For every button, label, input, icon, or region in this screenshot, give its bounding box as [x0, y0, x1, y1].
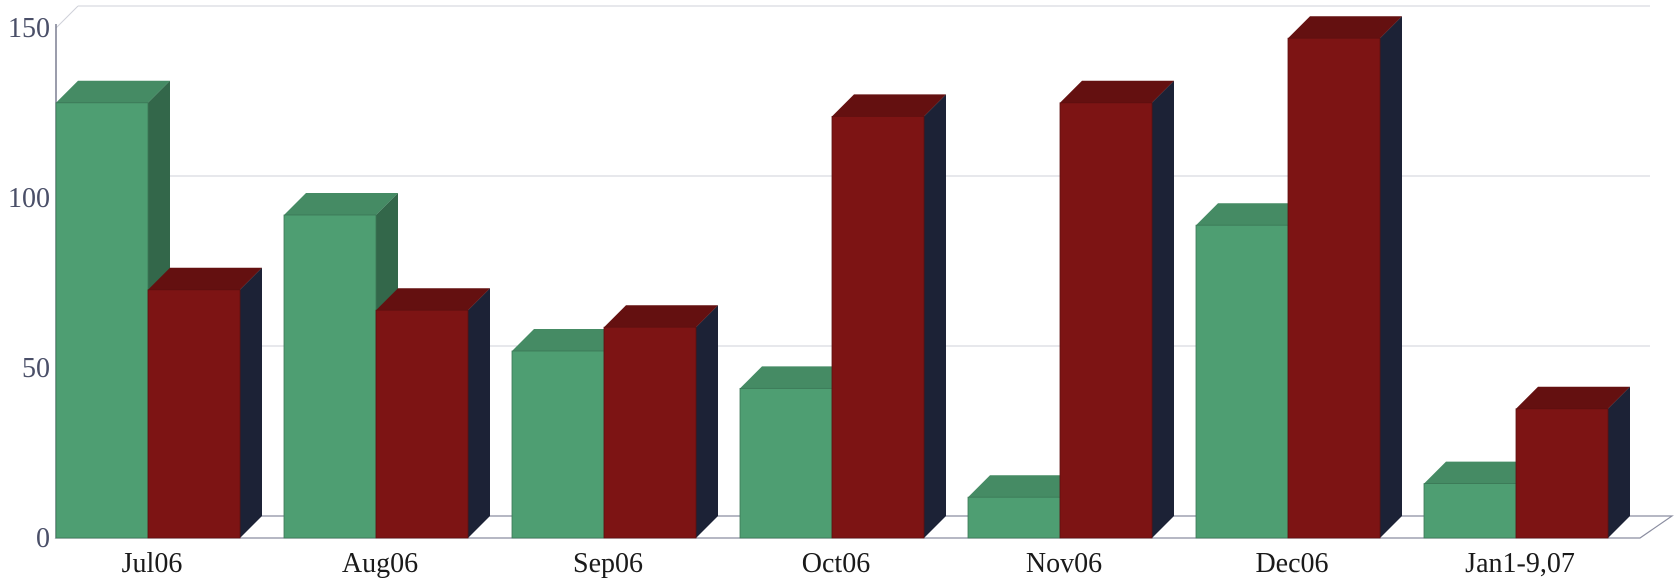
x-tick-labels: Jul06 Aug06 Sep06 Oct06 Nov06 Dec06 Jan1-9,07 [122, 548, 1575, 579]
x-tick-label: Aug06 [342, 548, 418, 579]
bar-front [283, 214, 377, 539]
bar-1-1 [375, 288, 490, 539]
bar-side [240, 267, 262, 538]
x-tick-label: Jan1-9,07 [1465, 548, 1575, 579]
bar-front [55, 102, 149, 539]
bar-1-6 [1515, 386, 1630, 539]
bars [55, 16, 1630, 539]
bar-front [967, 496, 1061, 539]
bar-top [1288, 16, 1402, 39]
bar-front [831, 116, 925, 539]
bar-front [1059, 102, 1153, 539]
bar-top [604, 305, 718, 328]
bar-front [1515, 408, 1609, 539]
grid-line-diag [55, 5, 79, 29]
bar-top [1516, 386, 1630, 409]
bar-front [375, 309, 469, 539]
bar-front [1287, 37, 1381, 539]
bar-top [1060, 80, 1174, 103]
bar-top [968, 475, 1082, 498]
bar-1-4 [1059, 80, 1174, 539]
bar-front [603, 326, 697, 539]
x-tick-label: Oct06 [802, 548, 870, 579]
x-tick-label: Sep06 [573, 548, 643, 579]
bar-front [739, 387, 833, 539]
x-tick-label: Nov06 [1026, 548, 1102, 579]
bar-1-3 [831, 94, 946, 539]
bar-top [284, 193, 398, 215]
bar-side [1608, 386, 1630, 538]
bar-top [1424, 461, 1538, 484]
bar-top [832, 94, 946, 117]
bar-top [740, 366, 854, 389]
x-tick-label: Dec06 [1255, 548, 1328, 579]
bar-top [56, 80, 170, 103]
bar-1-2 [603, 305, 718, 539]
bar-top [1196, 203, 1310, 226]
bar-front [1423, 483, 1517, 539]
bar-1-0 [147, 267, 262, 539]
y-tick-label: 0 [36, 523, 50, 554]
x-tick-label: Jul06 [122, 548, 183, 579]
bar-side [468, 288, 490, 538]
bar-front [511, 350, 605, 539]
bar-side [696, 305, 718, 538]
y-tick-labels: 0 50 100 150 [8, 13, 50, 554]
bar-1-5 [1287, 16, 1402, 539]
bar-side [924, 94, 946, 539]
bar-side [1380, 16, 1402, 538]
bar-top [148, 267, 262, 290]
bar-front [147, 289, 241, 539]
y-tick-label: 50 [22, 353, 50, 384]
y-tick-label: 100 [8, 183, 50, 214]
bar-side [1152, 80, 1174, 539]
bar-front [1195, 224, 1289, 539]
bar-top [512, 329, 626, 351]
y-tick-label: 150 [8, 13, 50, 44]
bar-top [376, 288, 490, 311]
